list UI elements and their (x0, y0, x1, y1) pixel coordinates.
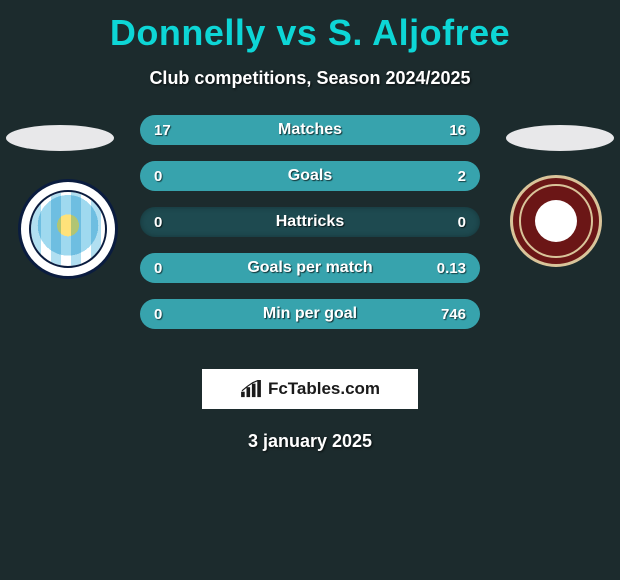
page-title: Donnelly vs S. Aljofree (0, 0, 620, 54)
bar-chart-icon (240, 380, 262, 398)
snapshot-date: 3 january 2025 (0, 431, 620, 452)
stat-right-value: 2 (426, 168, 466, 185)
stat-row-goals-per-match: 0 Goals per match 0.13 (140, 253, 480, 283)
stat-right-value: 746 (426, 306, 466, 323)
stat-right-value: 0.13 (426, 260, 466, 277)
stats-list: 17 Matches 16 0 Goals 2 0 Hattricks 0 0 … (140, 115, 480, 345)
stat-row-hattricks: 0 Hattricks 0 (140, 207, 480, 237)
left-ellipse-decor (6, 125, 114, 151)
comparison-panel: 17 Matches 16 0 Goals 2 0 Hattricks 0 0 … (0, 127, 620, 357)
season-subtitle: Club competitions, Season 2024/2025 (0, 68, 620, 89)
brand-attribution[interactable]: FcTables.com (202, 369, 418, 409)
stat-row-min-per-goal: 0 Min per goal 746 (140, 299, 480, 329)
stat-row-goals: 0 Goals 2 (140, 161, 480, 191)
stat-right-value: 0 (426, 214, 466, 231)
brand-text: FcTables.com (268, 379, 380, 399)
right-ellipse-decor (506, 125, 614, 151)
stat-row-matches: 17 Matches 16 (140, 115, 480, 145)
stat-right-value: 16 (426, 122, 466, 139)
left-club-badge (18, 179, 118, 279)
right-club-badge (510, 175, 602, 267)
